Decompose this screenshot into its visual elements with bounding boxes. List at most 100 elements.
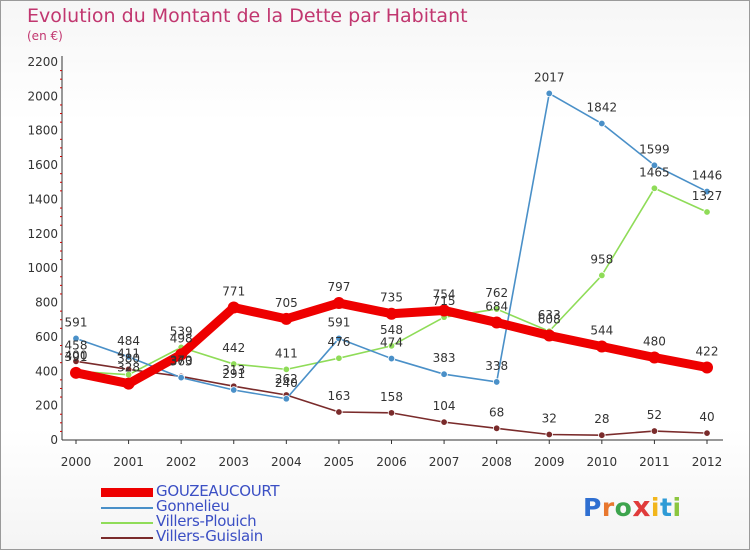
data-label: 705 bbox=[275, 296, 298, 310]
data-point-gonnelieu bbox=[72, 334, 80, 343]
y-tick-label: 1400 bbox=[27, 192, 58, 206]
data-point-gouzeaucourt bbox=[385, 307, 398, 320]
data-point-gouzeaucourt bbox=[543, 329, 556, 342]
data-label: 411 bbox=[275, 346, 298, 360]
y-tick-label: 2000 bbox=[27, 89, 58, 103]
data-label: 1842 bbox=[587, 101, 618, 115]
data-point-gonnelieu bbox=[598, 119, 606, 128]
data-label: 762 bbox=[485, 286, 508, 300]
data-label: 2017 bbox=[534, 70, 565, 84]
data-label: 391 bbox=[65, 350, 88, 364]
data-label: 370 bbox=[170, 353, 193, 367]
data-point-gonnelieu bbox=[703, 187, 711, 196]
data-label: 754 bbox=[433, 287, 456, 301]
data-point-gonnelieu bbox=[387, 354, 396, 363]
data-point-gouzeaucourt bbox=[438, 304, 451, 317]
data-label: 240 bbox=[275, 376, 298, 390]
data-point-gouzeaucourt bbox=[122, 377, 135, 390]
data-point-gouzeaucourt bbox=[70, 366, 82, 379]
data-point-gouzeaucourt bbox=[175, 348, 188, 361]
data-point-gonnelieu bbox=[335, 334, 343, 343]
data-point-villers-plouich bbox=[230, 360, 238, 368]
data-label: 591 bbox=[65, 315, 88, 329]
y-tick-label: 1600 bbox=[27, 158, 58, 172]
data-point-gonnelieu bbox=[440, 370, 448, 378]
data-point-villers-guislain bbox=[650, 427, 659, 435]
data-point-villers-plouich bbox=[492, 305, 501, 313]
data-label: 380 bbox=[117, 352, 140, 366]
data-label: 797 bbox=[327, 280, 350, 294]
x-tick-label: 2006 bbox=[376, 455, 407, 469]
data-point-villers-guislain bbox=[335, 408, 343, 416]
data-label: 262 bbox=[275, 372, 298, 386]
data-point-gonnelieu bbox=[282, 395, 291, 403]
data-label: 68 bbox=[489, 405, 504, 419]
data-label: 484 bbox=[117, 334, 140, 348]
data-label: 771 bbox=[222, 285, 245, 299]
data-label: 363 bbox=[170, 355, 193, 369]
proxiti-logo: Proxiti bbox=[583, 490, 682, 523]
data-label: 158 bbox=[380, 390, 403, 404]
legend-label: Villers-Plouich bbox=[156, 512, 257, 530]
data-point-villers-guislain bbox=[598, 431, 606, 439]
data-label: 591 bbox=[327, 315, 350, 329]
data-label: 1327 bbox=[692, 189, 723, 203]
x-tick-label: 2002 bbox=[166, 455, 197, 469]
y-tick-label: 800 bbox=[35, 296, 58, 310]
data-label: 958 bbox=[590, 252, 613, 266]
x-tick-label: 2005 bbox=[324, 455, 355, 469]
data-label: 28 bbox=[594, 412, 609, 426]
data-label: 291 bbox=[222, 367, 245, 381]
legend-swatch-gouzeaucourt bbox=[101, 488, 153, 497]
data-label: 608 bbox=[538, 313, 561, 327]
y-tick-label: 1800 bbox=[27, 124, 58, 138]
data-label: 442 bbox=[222, 341, 245, 355]
x-tick-label: 2001 bbox=[113, 455, 144, 469]
data-point-gouzeaucourt bbox=[280, 312, 293, 325]
data-label: 163 bbox=[327, 389, 350, 403]
data-label: 422 bbox=[696, 344, 719, 358]
data-point-villers-plouich bbox=[282, 365, 291, 374]
data-point-gonnelieu bbox=[545, 89, 553, 98]
x-tick-label: 2003 bbox=[218, 455, 249, 469]
data-label: 400 bbox=[65, 348, 88, 362]
data-point-gouzeaucourt bbox=[595, 340, 608, 353]
data-label: 548 bbox=[380, 323, 403, 337]
data-point-gouzeaucourt bbox=[490, 316, 503, 329]
y-tick-label: 200 bbox=[35, 399, 58, 413]
data-point-gonnelieu bbox=[124, 353, 133, 361]
x-tick-label: 2012 bbox=[692, 455, 723, 469]
data-point-villers-guislain bbox=[440, 418, 448, 426]
y-tick-label: 1000 bbox=[27, 261, 58, 275]
data-label: 1446 bbox=[692, 169, 723, 183]
data-point-gonnelieu bbox=[650, 161, 659, 169]
y-tick-label: 2200 bbox=[27, 55, 58, 69]
data-point-villers-guislain bbox=[703, 429, 711, 437]
data-label: 52 bbox=[647, 408, 662, 422]
legend-label: GOUZEAUCOURT bbox=[156, 482, 280, 500]
data-label: 539 bbox=[170, 324, 193, 338]
data-point-villers-guislain bbox=[387, 409, 396, 417]
data-label: 40 bbox=[699, 410, 714, 424]
x-tick-label: 2010 bbox=[587, 455, 618, 469]
data-point-villers-plouich bbox=[598, 271, 606, 280]
data-label: 383 bbox=[433, 351, 456, 365]
x-tick-label: 2004 bbox=[271, 455, 302, 469]
data-point-villers-plouich bbox=[335, 354, 343, 362]
data-label: 1599 bbox=[639, 142, 670, 156]
chart-title: Evolution du Montant de la Dette par Hab… bbox=[27, 5, 468, 27]
data-label: 498 bbox=[170, 331, 193, 345]
data-point-gouzeaucourt bbox=[332, 297, 345, 310]
data-label: 313 bbox=[222, 363, 245, 377]
legend-swatch-villers-plouich bbox=[101, 522, 153, 524]
data-point-gonnelieu bbox=[492, 378, 501, 386]
legend-swatch-gonnelieu bbox=[101, 507, 153, 509]
legend-label: Gonnelieu bbox=[156, 497, 230, 515]
data-label: 458 bbox=[65, 338, 88, 352]
data-label: 1465 bbox=[639, 165, 670, 179]
data-label: 104 bbox=[433, 399, 456, 413]
data-point-villers-guislain bbox=[545, 430, 553, 439]
data-label: 411 bbox=[117, 346, 140, 360]
y-tick-label: 1200 bbox=[27, 227, 58, 241]
data-label: 474 bbox=[380, 336, 403, 350]
